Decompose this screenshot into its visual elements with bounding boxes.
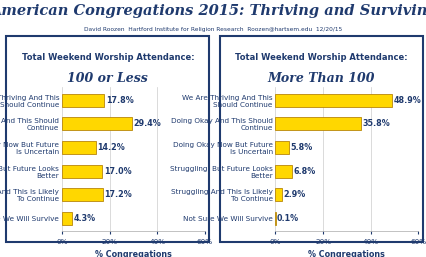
Text: Total Weekend Worship Attendance:: Total Weekend Worship Attendance:: [234, 53, 407, 62]
Text: 17.8%: 17.8%: [106, 96, 133, 105]
Text: 2.9%: 2.9%: [283, 190, 305, 199]
Text: American Congregations 2015: Thriving and Surviving: American Congregations 2015: Thriving an…: [0, 4, 426, 18]
Text: 17.0%: 17.0%: [104, 167, 131, 176]
Bar: [62, 117, 132, 131]
Text: David Roozen  Hartford Institute for Religion Research  Roozen@hartsem.edu  12/2: David Roozen Hartford Institute for Reli…: [84, 27, 342, 32]
Bar: [62, 141, 95, 154]
Bar: [275, 188, 282, 201]
Text: 35.8%: 35.8%: [361, 120, 389, 128]
Text: 17.2%: 17.2%: [104, 190, 132, 199]
Bar: [62, 212, 72, 225]
Text: 0.1%: 0.1%: [276, 214, 299, 223]
Text: Total Weekend Worship Attendance:: Total Weekend Worship Attendance:: [21, 53, 194, 62]
Bar: [62, 165, 102, 178]
X-axis label: % Congregations: % Congregations: [308, 251, 385, 257]
Text: 4.3%: 4.3%: [73, 214, 95, 223]
Text: 6.8%: 6.8%: [292, 167, 314, 176]
Text: 14.2%: 14.2%: [97, 143, 125, 152]
Bar: [275, 94, 391, 107]
Text: 100 or Less: 100 or Less: [67, 72, 148, 85]
Text: 48.9%: 48.9%: [392, 96, 420, 105]
Bar: [275, 165, 291, 178]
Bar: [62, 94, 104, 107]
Text: 29.4%: 29.4%: [133, 120, 161, 128]
Bar: [275, 117, 360, 131]
Text: 5.8%: 5.8%: [290, 143, 312, 152]
Bar: [62, 188, 103, 201]
Text: More Than 100: More Than 100: [267, 72, 374, 85]
Bar: [275, 141, 288, 154]
X-axis label: % Congregations: % Congregations: [95, 251, 172, 257]
